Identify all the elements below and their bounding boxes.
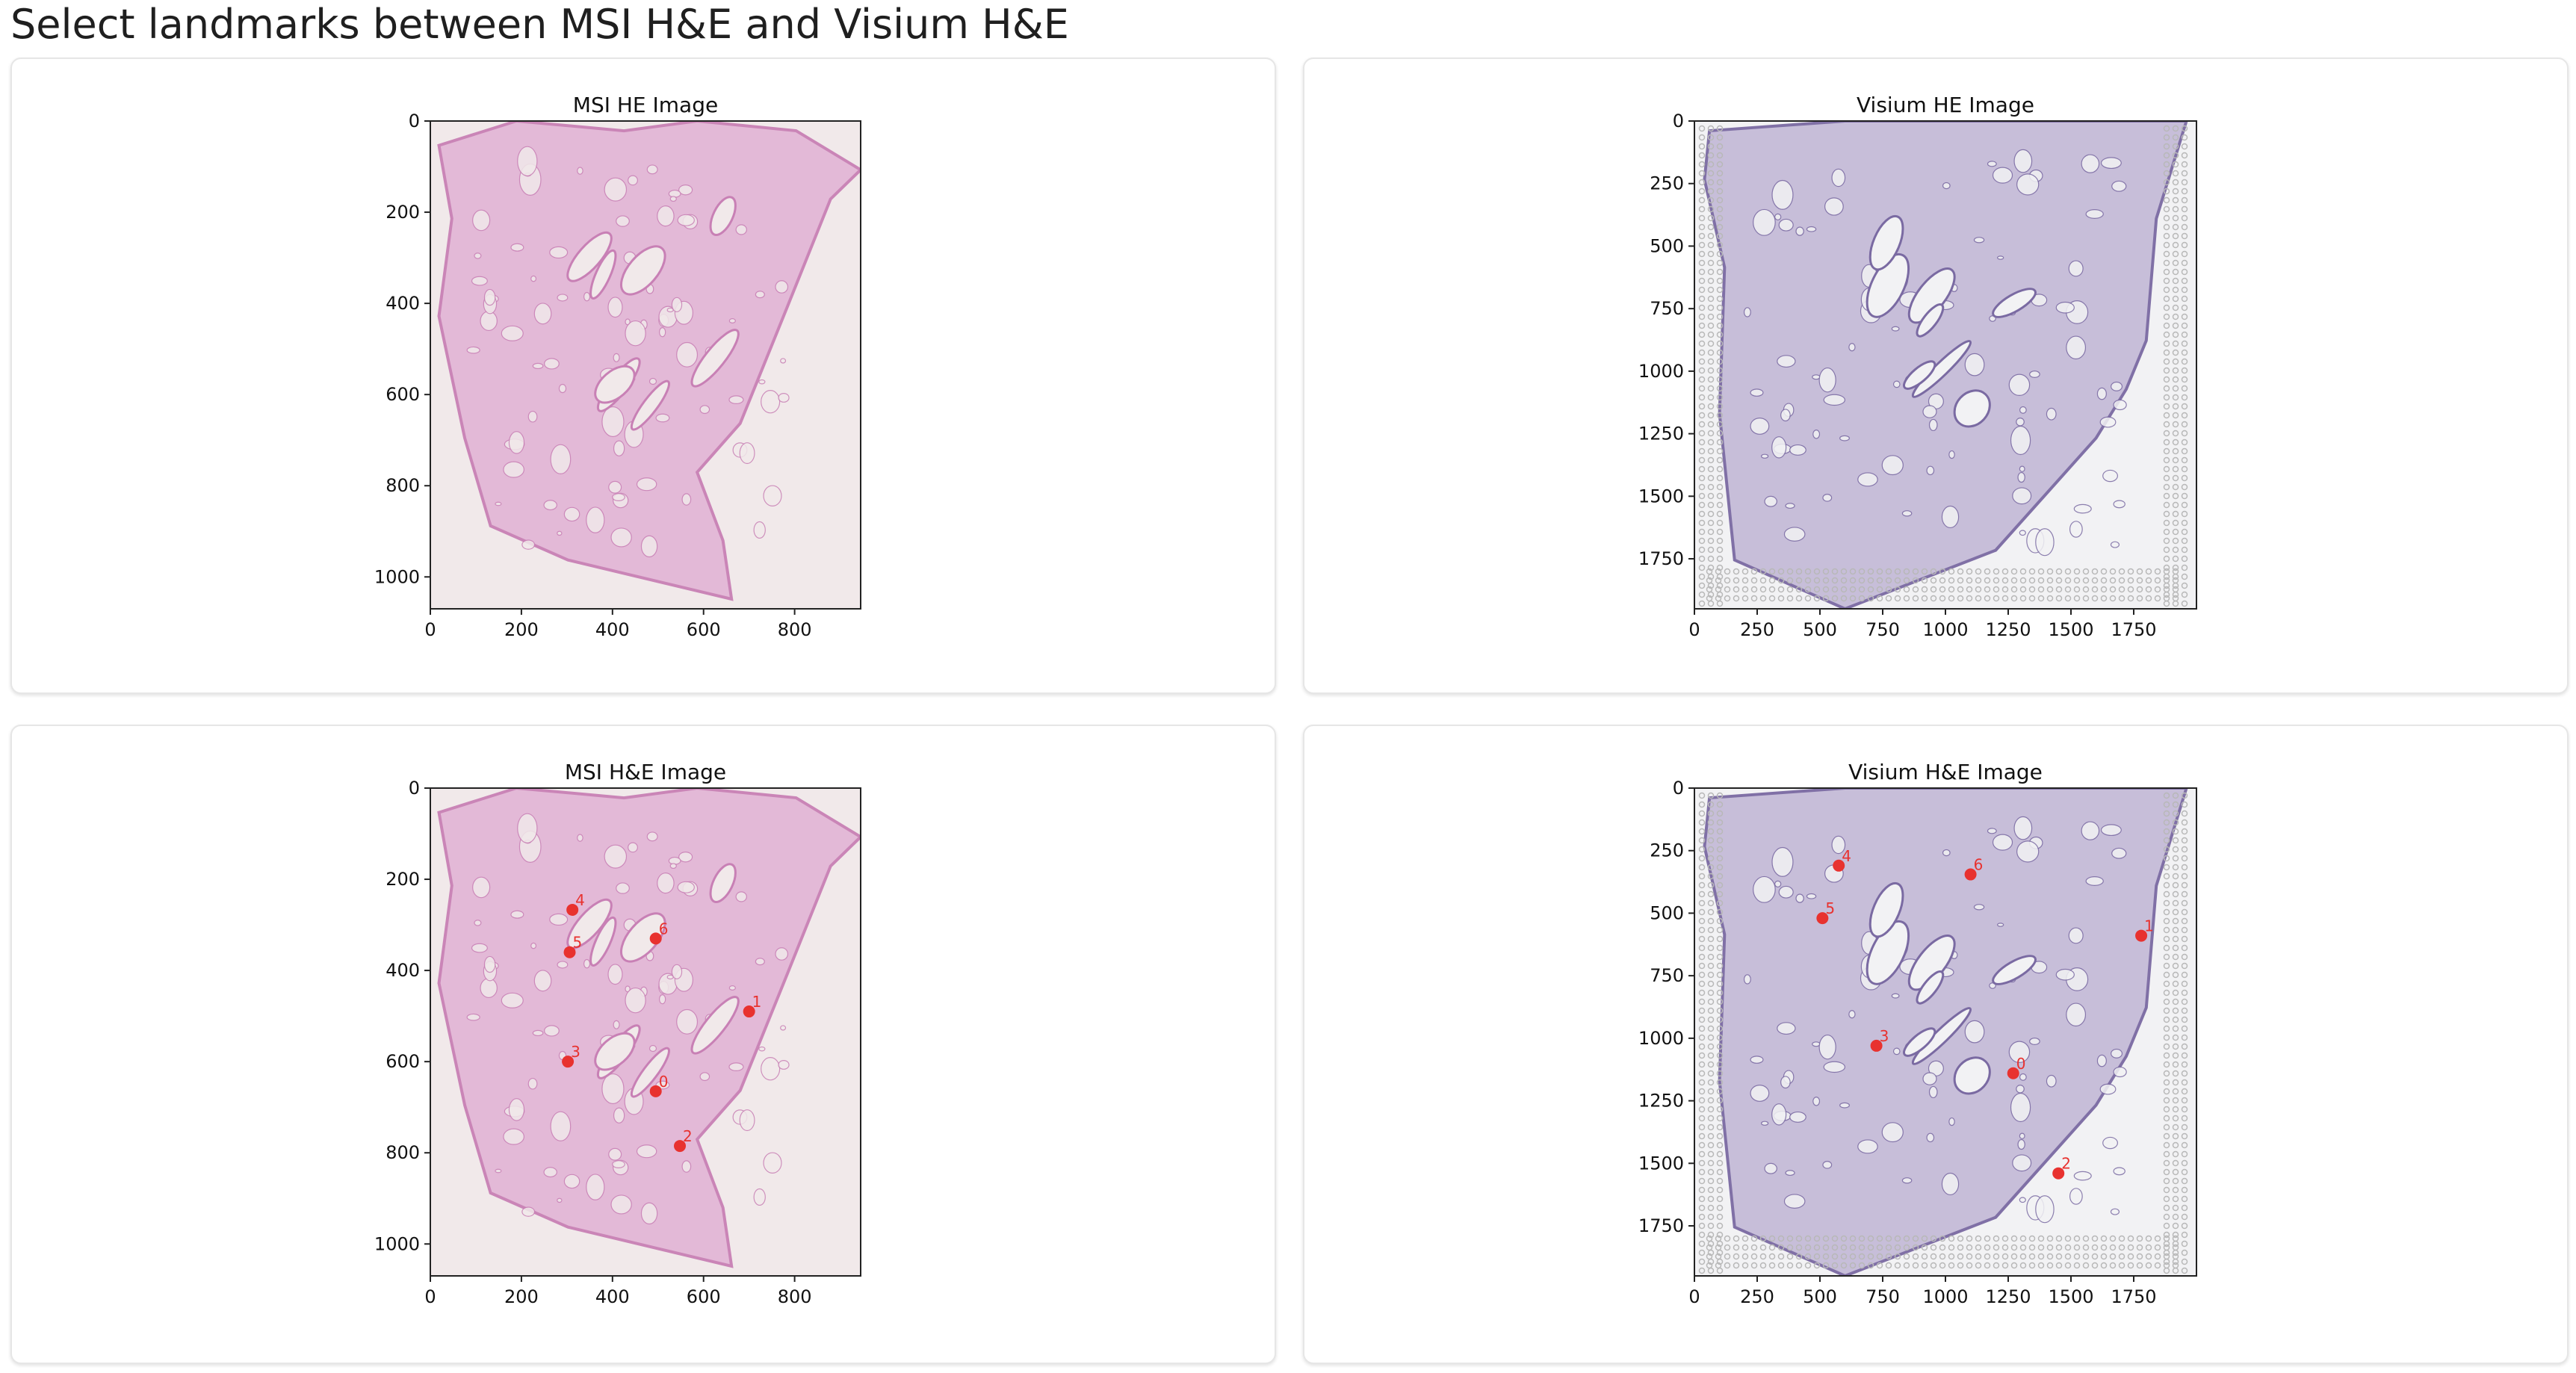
x-tick-label: 1250 (1985, 619, 2031, 640)
y-tick-label: 1000 (374, 566, 420, 587)
landmark-point[interactable] (2135, 929, 2148, 942)
landmark-label: 5 (1825, 899, 1835, 917)
x-tick-label: 750 (1866, 619, 1900, 640)
x-tick-label: 500 (1803, 1286, 1837, 1307)
landmark-label: 3 (1880, 1027, 1889, 1045)
y-tick-label: 1000 (374, 1233, 420, 1254)
landmark-point[interactable] (1964, 868, 1977, 881)
y-tick-label: 0 (409, 778, 420, 799)
landmark-label: 3 (571, 1043, 580, 1061)
x-tick-label: 1750 (2111, 1286, 2156, 1307)
y-tick-label: 750 (1650, 965, 1684, 986)
x-tick-label: 1000 (1922, 619, 1968, 640)
x-tick-label: 600 (687, 619, 721, 640)
x-tick-label: 800 (778, 1286, 812, 1307)
y-tick-label: 750 (1650, 298, 1684, 319)
msi-he-plot[interactable]: MSI HE Image 0 200 400 600 800 0 200 400 600 800 10… (12, 59, 1276, 694)
msi-landmarks-plot[interactable]: MSI H&E Image 0 200 400 600 800 0 200 400 600 800 1… (12, 726, 1276, 1364)
landmark-label: 4 (1842, 847, 1851, 865)
y-tick-label: 1250 (1638, 424, 1684, 444)
landmark-point[interactable] (674, 1140, 687, 1153)
y-tick-label: 1750 (1638, 548, 1684, 569)
y-tick-label: 1500 (1638, 486, 1684, 506)
x-tick-label: 200 (504, 1286, 539, 1307)
y-tick-label: 0 (1673, 778, 1684, 799)
landmark-point[interactable] (1870, 1039, 1883, 1052)
visium-he-panel: Visium HE Image 0 250 500 750 1000 1250 1500 175… (1303, 58, 2569, 694)
x-tick-label: 200 (504, 619, 539, 640)
plot-title: Visium H&E Image (1848, 760, 2043, 784)
y-tick-label: 0 (1673, 111, 1684, 131)
y-tick-label: 800 (386, 1142, 420, 1163)
landmark-label: 2 (683, 1127, 693, 1145)
plot-title: Visium HE Image (1857, 93, 2034, 117)
x-tick-label: 250 (1740, 1286, 1774, 1307)
y-tick-label: 400 (386, 960, 420, 981)
landmark-point[interactable] (1833, 859, 1845, 872)
plot-title: MSI HE Image (573, 93, 718, 117)
landmark-point[interactable] (743, 1005, 755, 1018)
axes-frame (430, 120, 861, 610)
msi-he-panel: MSI HE Image 0 200 400 600 800 0 200 400 600 800 10… (10, 58, 1276, 694)
y-tick-label: 1750 (1638, 1215, 1684, 1236)
visium-he-plot[interactable]: Visium HE Image 0 250 500 750 1000 1250 1500 175… (1304, 59, 2569, 694)
landmark-label: 2 (2061, 1155, 2071, 1173)
y-tick-label: 250 (1650, 173, 1684, 194)
x-tick-label: 250 (1740, 619, 1774, 640)
x-tick-label: 800 (778, 619, 812, 640)
landmark-point[interactable] (649, 1085, 662, 1097)
x-tick-label: 400 (595, 619, 630, 640)
x-tick-label: 0 (1688, 619, 1700, 640)
visium-landmarks-panel: Visium H&E Image 0 250 500 750 1000 1250 1500 17… (1303, 725, 2569, 1364)
y-tick-label: 0 (409, 111, 420, 131)
landmark-point[interactable] (1816, 912, 1829, 925)
y-tick-label: 1500 (1638, 1153, 1684, 1174)
x-tick-label: 1750 (2111, 619, 2156, 640)
y-tick-label: 1000 (1638, 361, 1684, 382)
landmark-point[interactable] (2052, 1167, 2065, 1180)
y-tick-label: 1000 (1638, 1028, 1684, 1049)
landmark-point[interactable] (649, 932, 662, 945)
landmark-label: 1 (752, 993, 762, 1011)
x-tick-label: 1500 (2048, 1286, 2093, 1307)
x-tick-label: 750 (1866, 1286, 1900, 1307)
y-tick-label: 200 (386, 869, 420, 890)
landmark-label: 6 (659, 920, 669, 937)
x-tick-label: 600 (687, 1286, 721, 1307)
y-tick-label: 500 (1650, 902, 1684, 923)
landmark-point[interactable] (562, 1056, 575, 1068)
y-tick-label: 250 (1650, 840, 1684, 861)
axes-frame (430, 787, 861, 1277)
y-tick-label: 500 (1650, 235, 1684, 256)
x-tick-label: 1250 (1985, 1286, 2031, 1307)
plot-title: MSI H&E Image (565, 760, 726, 784)
x-tick-label: 0 (424, 619, 436, 640)
x-tick-label: 400 (595, 1286, 630, 1307)
landmark-label: 5 (573, 934, 583, 952)
x-tick-label: 500 (1803, 619, 1837, 640)
landmark-label: 4 (575, 891, 585, 909)
landmark-label: 6 (1974, 856, 1984, 874)
y-tick-label: 800 (386, 475, 420, 496)
y-tick-label: 600 (386, 384, 420, 405)
y-tick-label: 400 (386, 293, 420, 314)
y-tick-label: 1250 (1638, 1091, 1684, 1112)
x-tick-label: 0 (1688, 1286, 1700, 1307)
landmark-point[interactable] (563, 946, 576, 958)
page-title: Select landmarks between MSI H&E and Vis… (10, 1, 1069, 48)
msi-landmarks-panel: MSI H&E Image 0 200 400 600 800 0 200 400 600 800 1… (10, 725, 1276, 1364)
x-tick-label: 0 (424, 1286, 436, 1307)
y-tick-label: 600 (386, 1051, 420, 1072)
landmark-point[interactable] (2007, 1067, 2019, 1079)
landmark-label: 0 (659, 1073, 669, 1091)
landmark-label: 1 (2144, 917, 2154, 935)
landmark-label: 0 (2016, 1055, 2026, 1073)
x-tick-label: 1000 (1922, 1286, 1968, 1307)
y-tick-label: 200 (386, 202, 420, 223)
x-tick-label: 1500 (2048, 619, 2093, 640)
landmark-point[interactable] (566, 903, 579, 916)
